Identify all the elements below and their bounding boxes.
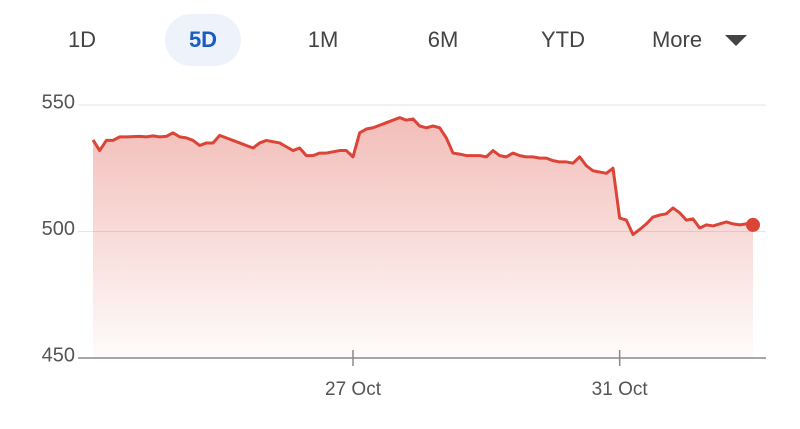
range-tab[interactable]: 5D	[189, 27, 217, 52]
range-tabs: 1D 5D 1M 6M YTD More	[68, 14, 747, 66]
range-tab[interactable]: 1M	[308, 27, 339, 52]
y-tick-label: 550	[42, 91, 75, 113]
area-fill	[93, 117, 753, 359]
end-point-marker	[746, 217, 760, 232]
x-tick-label: 31 Oct	[592, 379, 649, 400]
range-tab[interactable]: 6M	[428, 27, 459, 52]
price-line	[91, 116, 754, 237]
more-button[interactable]: More	[652, 27, 702, 52]
tab-highlight	[165, 14, 241, 66]
x-tick-label: 27 Oct	[325, 379, 382, 400]
y-tick-label: 450	[42, 344, 75, 366]
y-tick-label: 500	[42, 218, 75, 240]
dropdown-arrow[interactable]	[725, 35, 747, 46]
range-tab[interactable]: YTD	[541, 27, 585, 52]
range-tab[interactable]: 1D	[68, 27, 96, 52]
